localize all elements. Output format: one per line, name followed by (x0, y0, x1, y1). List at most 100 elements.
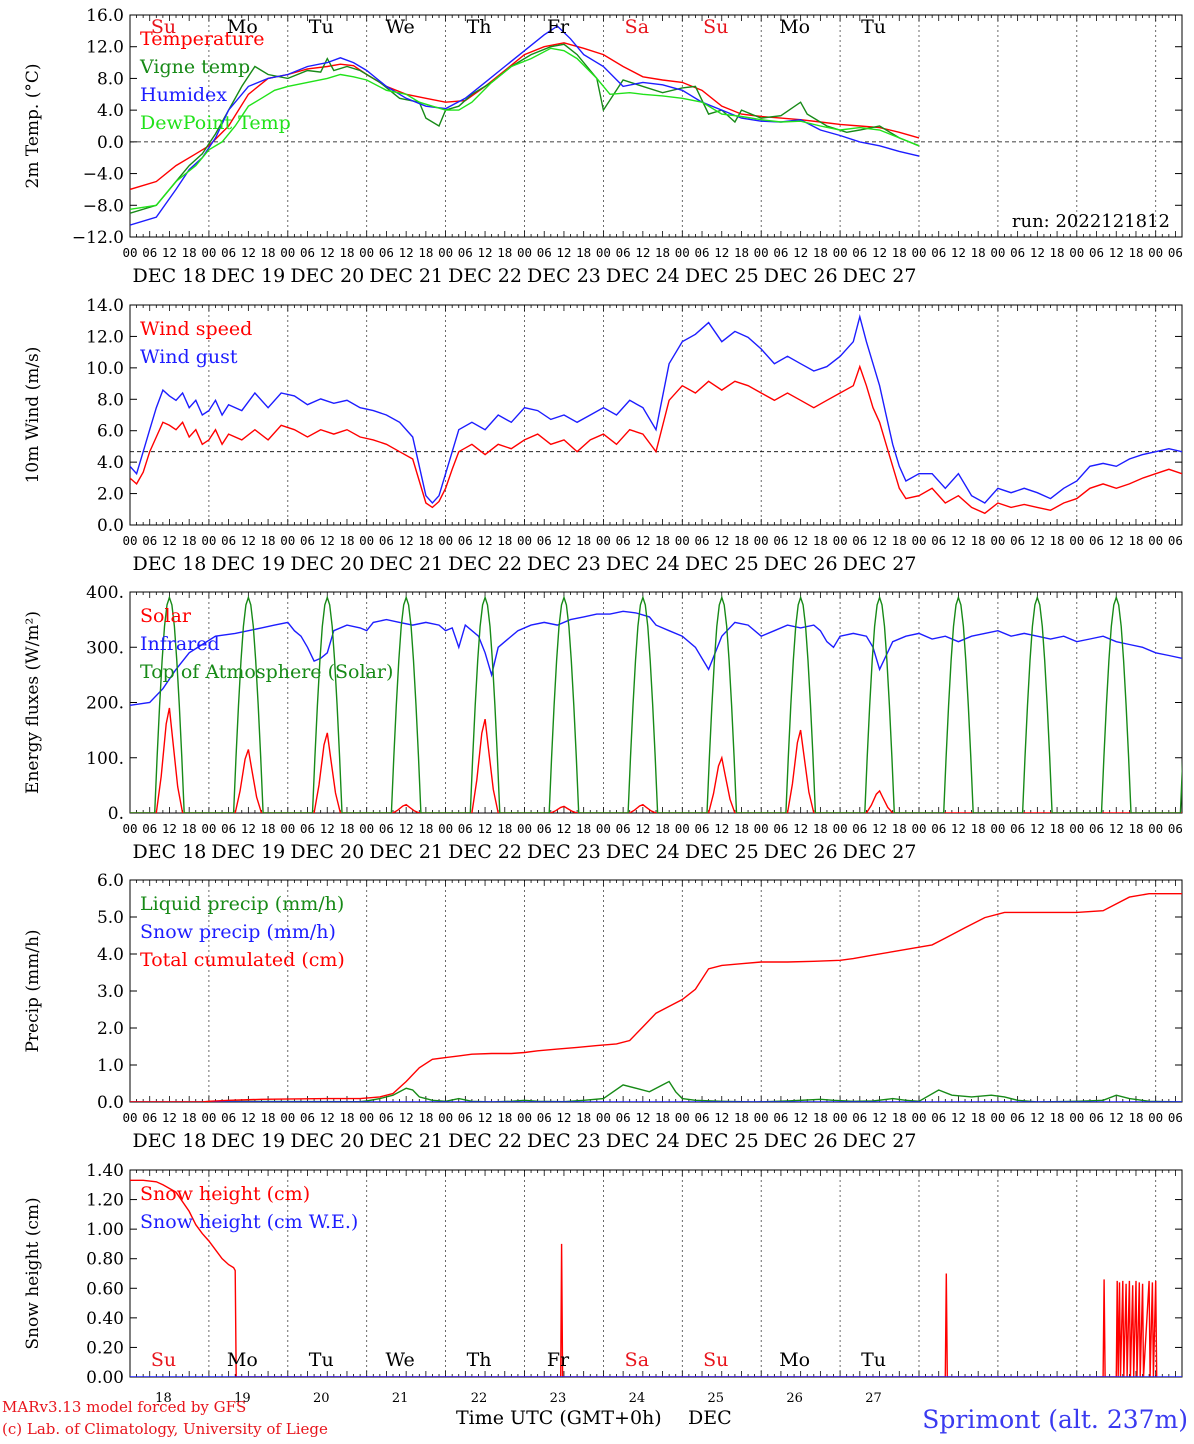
x-hour-label: 00 (1069, 821, 1084, 836)
x-hour-label: 06 (300, 245, 315, 260)
x-hour-label: 00 (596, 1110, 611, 1125)
x-hour-label: 18 (339, 533, 354, 548)
x-hour-label: 18 (261, 821, 276, 836)
x-hour-label: 18 (576, 245, 591, 260)
x-hour-label: 06 (773, 245, 788, 260)
x-hour-label: 06 (1089, 1110, 1104, 1125)
y-tick-label: 8.0 (97, 390, 124, 410)
panel-1: 16.0 12.0 8.0 4.0 0.0 −4.0 −8.0 −12.0 2m Temp. (… (23, 6, 1183, 287)
x-hour-label: 18 (813, 1110, 828, 1125)
x-hour-label: 12 (793, 821, 808, 836)
x-hour-label: 00 (517, 533, 532, 548)
model-credit: MARv3.13 model forced by GFS (2, 1398, 246, 1416)
x-hour-label: 00 (990, 1110, 1005, 1125)
series-group (130, 893, 1182, 1102)
y-tick-label: 100. (86, 749, 124, 769)
run-label: run: 2022121812 (1012, 211, 1170, 232)
y-tick-label: 1.00 (86, 1220, 124, 1240)
x-hour-label: 00 (1148, 821, 1163, 836)
series-line-snow-height-cm- (130, 1179, 1158, 1377)
day-of-week-label: Mo (227, 1349, 258, 1371)
x-hour-label: 12 (714, 821, 729, 836)
x-day-number: 25 (707, 1391, 724, 1406)
x-date-label: DEC 19 (211, 265, 285, 287)
x-hour-label: 06 (142, 821, 157, 836)
x-day-number: 27 (865, 1391, 882, 1406)
day-of-week-label: Tu (861, 1349, 886, 1371)
day-of-week-label: Mo (779, 1349, 810, 1371)
x-hour-label: 18 (655, 533, 670, 548)
series-line-temperature (130, 42, 920, 191)
x-hour-label: 18 (813, 533, 828, 548)
y-tick-label: 5.0 (97, 908, 124, 928)
y-tick-label: 0. (108, 804, 124, 824)
x-hour-label: 12 (951, 533, 966, 548)
y-tick-label: 6.0 (97, 422, 124, 442)
x-date-label: DEC 18 (133, 553, 207, 575)
x-hour-label: 06 (616, 245, 631, 260)
x-hour-label: 12 (478, 533, 493, 548)
x-hour-label: 00 (359, 1110, 374, 1125)
x-hour-label: 06 (1089, 533, 1104, 548)
x-date-label: DEC 23 (527, 265, 601, 287)
legend-entry: Wind gust (140, 346, 238, 368)
x-hour-label: 18 (1128, 533, 1143, 548)
x-date-label: DEC 27 (843, 553, 917, 575)
x-hour-label: 18 (261, 1110, 276, 1125)
day-of-week-label: Su (151, 1349, 176, 1371)
x-hour-label: 06 (221, 1110, 236, 1125)
day-of-week-label: Fr (547, 16, 570, 38)
x-hour-label: 12 (162, 245, 177, 260)
x-hour-label: 06 (1089, 821, 1104, 836)
x-hour-label: 00 (990, 533, 1005, 548)
x-hour-label: 12 (872, 1110, 887, 1125)
x-hour-label: 06 (379, 1110, 394, 1125)
x-date-label: DEC 21 (369, 1130, 443, 1152)
x-hour-label: 06 (931, 821, 946, 836)
x-hour-label: 06 (773, 533, 788, 548)
series-group (130, 1179, 1182, 1377)
y-tick-label: 0.40 (86, 1309, 124, 1329)
x-date-label: DEC 22 (448, 1130, 522, 1152)
x-hour-label: 12 (556, 821, 571, 836)
x-hour-label: 12 (241, 821, 256, 836)
legend-entry: Wind speed (140, 318, 252, 340)
x-date-label: DEC 19 (211, 553, 285, 575)
y-tick-label: 2.0 (97, 1019, 124, 1039)
x-hour-label: 12 (1030, 1110, 1045, 1125)
x-hour-label: 18 (497, 533, 512, 548)
x-hour-label: 12 (714, 1110, 729, 1125)
x-hour-label: 18 (576, 1110, 591, 1125)
x-hour-label: 00 (833, 821, 848, 836)
x-hour-label: 12 (399, 1110, 414, 1125)
day-of-week-label: Su (703, 16, 728, 38)
x-hour-label: 12 (951, 245, 966, 260)
x-hour-label: 12 (1109, 821, 1124, 836)
x-hour-label: 12 (872, 533, 887, 548)
x-hour-label: 00 (201, 533, 216, 548)
x-hour-label: 00 (280, 245, 295, 260)
x-date-label: DEC 23 (527, 841, 601, 863)
day-of-week-label: Tu (861, 16, 886, 38)
x-hour-label: 00 (438, 533, 453, 548)
x-hour-label: 00 (438, 821, 453, 836)
legend-entry: Snow height (cm W.E.) (140, 1211, 358, 1233)
x-hour-label: 12 (556, 245, 571, 260)
x-hour-label: 18 (892, 245, 907, 260)
x-hour-label: 12 (872, 821, 887, 836)
x-hour-label: 06 (852, 821, 867, 836)
x-hour-label: 12 (162, 533, 177, 548)
x-hour-label: 12 (478, 1110, 493, 1125)
day-of-week-label: Mo (779, 16, 810, 38)
x-date-label: DEC 27 (843, 265, 917, 287)
x-hour-label: 18 (182, 245, 197, 260)
x-hour-label: 00 (517, 1110, 532, 1125)
x-hour-label: 12 (162, 1110, 177, 1125)
x-hour-label: 18 (339, 1110, 354, 1125)
x-hour-label: 18 (1050, 821, 1065, 836)
x-hour-label: 00 (675, 533, 690, 548)
x-hour-label: 00 (833, 1110, 848, 1125)
x-hour-label: 06 (142, 245, 157, 260)
x-hour-label: 06 (694, 533, 709, 548)
x-hour-label: 18 (971, 245, 986, 260)
